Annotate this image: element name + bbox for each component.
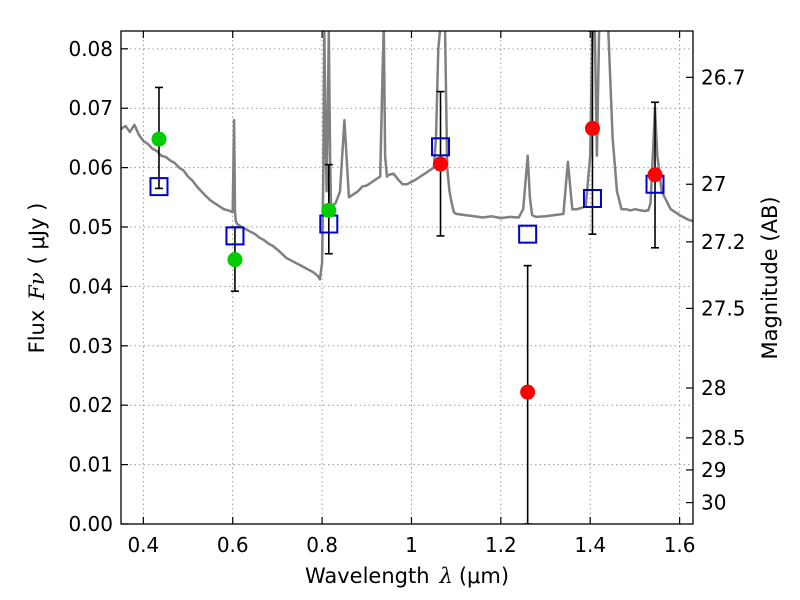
y-tick-label: 0.01 bbox=[68, 453, 113, 477]
model-square bbox=[225, 226, 245, 246]
model-square bbox=[431, 137, 451, 157]
data-point bbox=[227, 252, 243, 268]
grid bbox=[121, 31, 693, 525]
y-tick-label: 0.06 bbox=[68, 156, 113, 180]
y-tick-label: 0.08 bbox=[68, 37, 113, 61]
x-tick-label: 1.6 bbox=[664, 533, 696, 557]
y-tick-label: 0.03 bbox=[68, 334, 113, 358]
data-point bbox=[520, 384, 536, 400]
x-tick-label: 0.6 bbox=[217, 533, 249, 557]
y2-tick-label: 26.7 bbox=[701, 65, 746, 89]
y-tick-label: 0.04 bbox=[68, 274, 113, 298]
model-square bbox=[518, 224, 538, 244]
data-point bbox=[433, 156, 449, 172]
x-tick-label: 1 bbox=[405, 533, 418, 557]
x-tick-label: 1.4 bbox=[574, 533, 606, 557]
x-tick-label: 0.4 bbox=[127, 533, 159, 557]
plot-area bbox=[121, 31, 693, 524]
data-point bbox=[584, 120, 600, 136]
observed-points bbox=[151, 120, 663, 400]
x-tick-label: 1.2 bbox=[485, 533, 517, 557]
model-square bbox=[149, 177, 169, 197]
y2-tick-label: 29 bbox=[701, 458, 726, 482]
data-point bbox=[321, 202, 337, 218]
data-point bbox=[647, 167, 663, 183]
y2-tick-label: 27 bbox=[701, 172, 726, 196]
y-tick-label: 0.02 bbox=[68, 393, 113, 417]
y2-tick-label: 30 bbox=[701, 491, 726, 515]
x-axis-label: Wavelength λ (μm) bbox=[305, 564, 509, 588]
x-tick-label: 0.8 bbox=[306, 533, 338, 557]
data-point bbox=[151, 131, 167, 147]
axis-ticks: 0.4 0.6 0.8 1 1.2 1.4 1.6 0.00 0.01 0.02 0.03 0.04 0… bbox=[68, 31, 746, 557]
y-tick-label: 0.07 bbox=[68, 96, 113, 120]
y2-axis-label: Magnitude (AB) bbox=[758, 196, 782, 359]
y-tick-label: 0.00 bbox=[68, 512, 113, 536]
y2-tick-label: 28.5 bbox=[701, 426, 746, 450]
y-tick-label: 0.05 bbox=[68, 215, 113, 239]
y-axis-label: FluxFν( μJy ) bbox=[25, 203, 49, 354]
y2-tick-label: 27.2 bbox=[701, 230, 746, 254]
y2-tick-label: 27.5 bbox=[701, 296, 746, 320]
y2-tick-label: 28 bbox=[701, 376, 726, 400]
model-square bbox=[582, 189, 602, 209]
spectrum-line bbox=[121, 31, 693, 281]
plot-frame bbox=[120, 30, 694, 525]
